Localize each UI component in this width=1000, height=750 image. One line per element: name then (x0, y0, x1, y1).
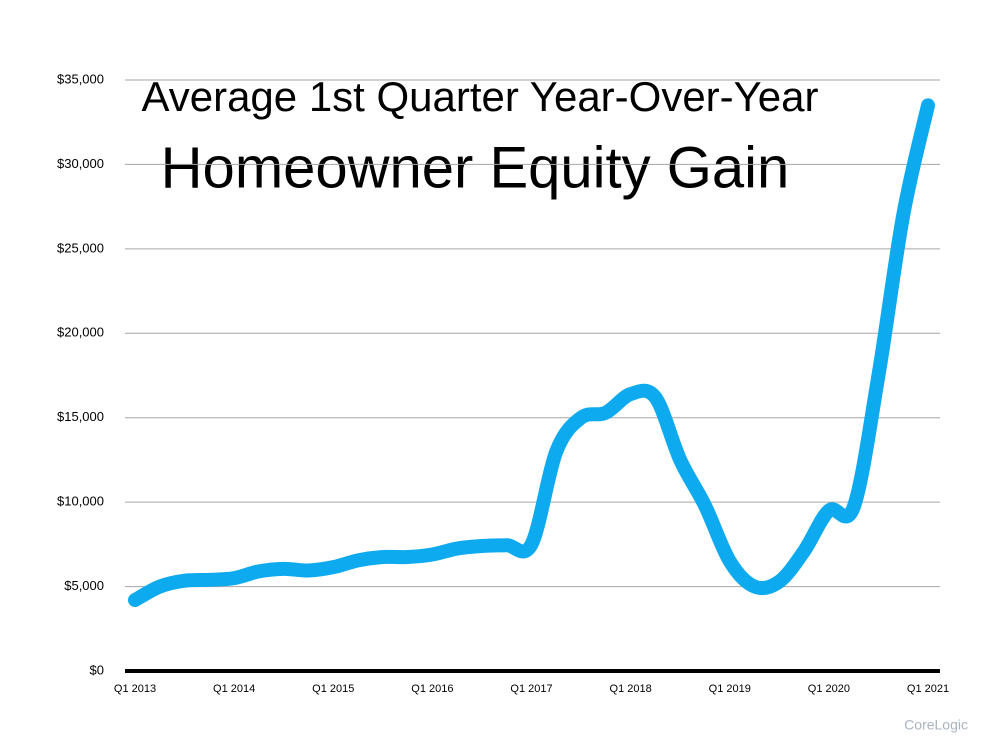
y-tick-label: $15,000 (57, 409, 104, 424)
y-tick-label: $30,000 (57, 156, 104, 171)
chart-subtitle: Homeowner Equity Gain (161, 135, 790, 200)
x-tick-label: Q1 2014 (213, 683, 255, 695)
x-tick-label: Q1 2013 (114, 683, 156, 695)
chart-title: Average 1st Quarter Year-Over-Year (141, 73, 818, 120)
y-tick-label: $20,000 (57, 325, 104, 340)
x-tick-label: Q1 2016 (411, 683, 453, 695)
x-tick-label: Q1 2018 (610, 683, 652, 695)
y-tick-label: $25,000 (57, 240, 104, 255)
source: CoreLogic (904, 717, 968, 733)
data-line (128, 98, 935, 608)
x-tick-label: Q1 2017 (510, 683, 552, 695)
y-tick-label: $5,000 (64, 578, 104, 593)
x-tick-label: Q1 2015 (312, 683, 354, 695)
x-tick-label: Q1 2021 (907, 683, 949, 695)
x-tick-label: Q1 2019 (709, 683, 751, 695)
y-tick-label: $0 (90, 662, 104, 677)
y-tick-label: $35,000 (57, 71, 104, 86)
x-tick-label: Q1 2020 (808, 683, 850, 695)
y-tick-label: $10,000 (57, 494, 104, 509)
